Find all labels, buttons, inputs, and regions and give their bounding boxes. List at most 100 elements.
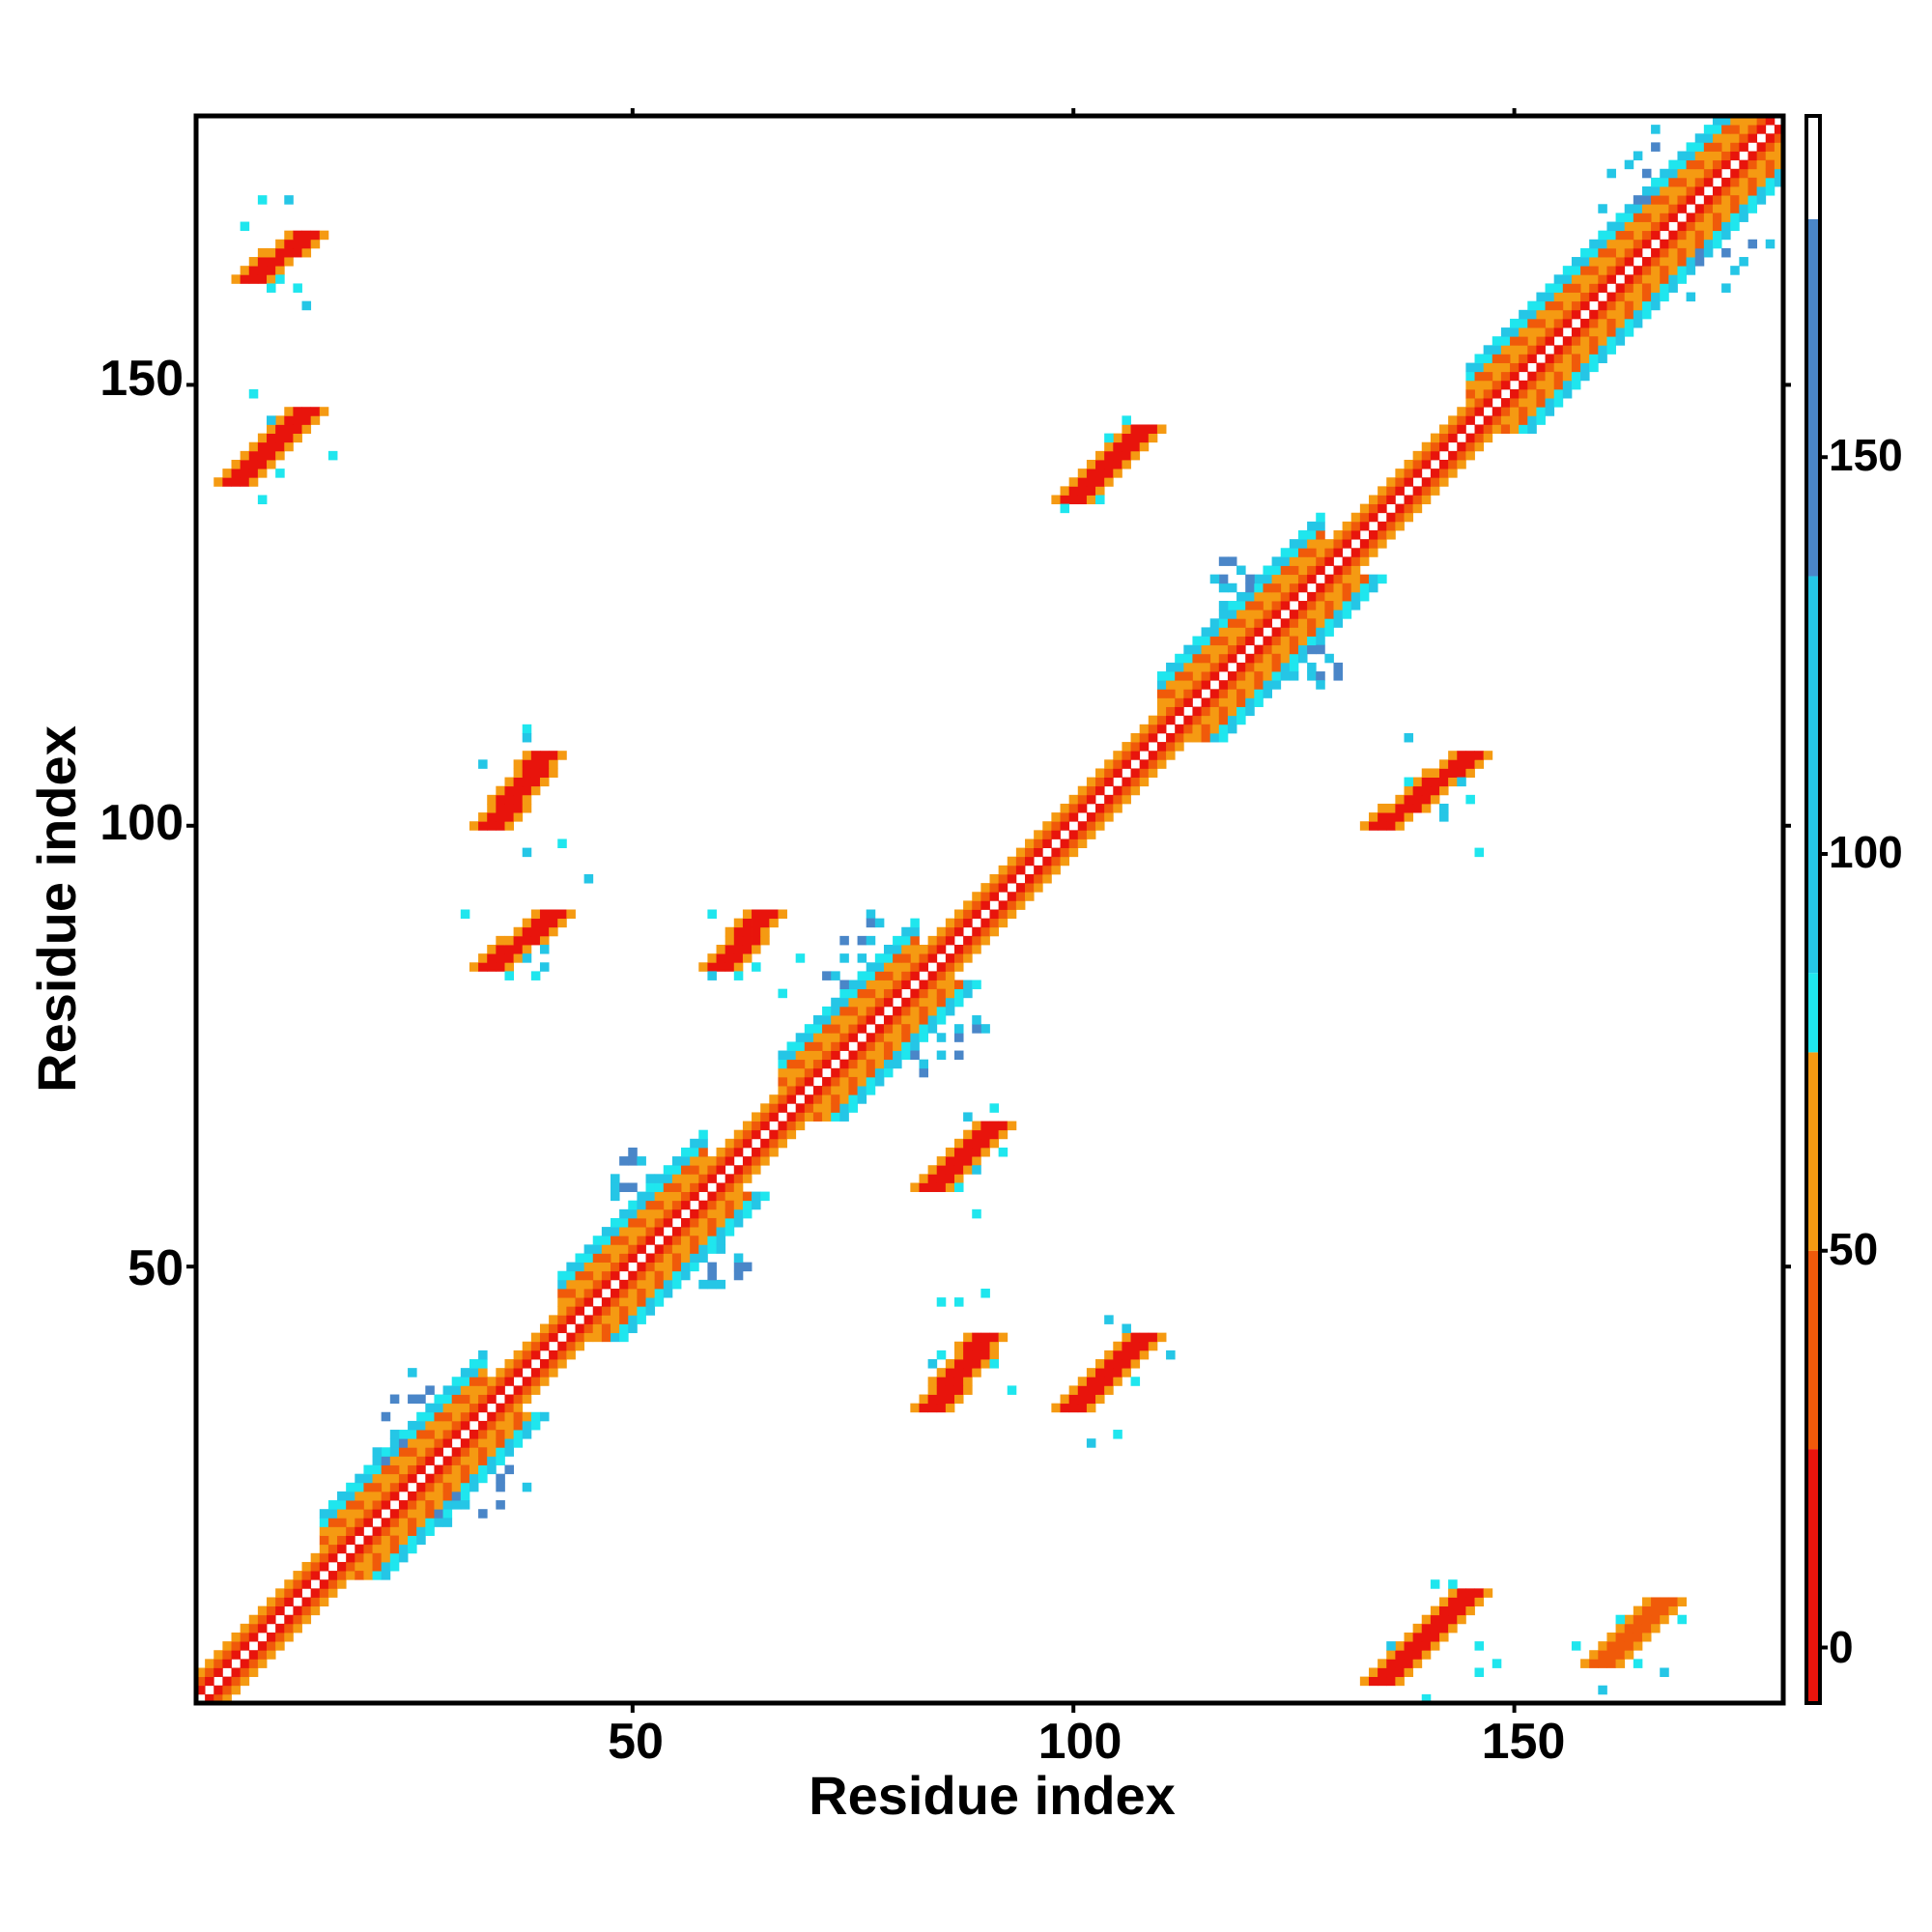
heatmap-cell [1465,1597,1475,1606]
heatmap-cell [848,1024,858,1034]
heatmap-cell [222,1693,232,1704]
heatmap-cell [1289,636,1299,646]
heatmap-cell [1545,292,1555,302]
heatmap-cell [760,1112,770,1122]
heatmap-cell [355,1544,364,1554]
heatmap-cell [1104,768,1114,778]
heatmap-cell [1721,204,1731,213]
heatmap-cell [319,1561,329,1572]
heatmap-cell [460,1368,470,1378]
heatmap-cell [1113,759,1122,769]
heatmap-cell [1245,591,1255,602]
heatmap-cell [1677,1597,1687,1606]
heatmap-cell [663,1288,673,1298]
heatmap-cell [936,1403,947,1413]
heatmap-cell [716,1182,726,1192]
heatmap-cell [874,962,885,972]
heatmap-cell [1553,380,1564,390]
heatmap-cell [1580,362,1590,373]
heatmap-cell [1492,354,1502,363]
heatmap-cell [1060,1403,1070,1413]
heatmap-cell [1007,865,1017,875]
heatmap-cell [1615,257,1626,267]
heatmap-cell [681,1156,691,1166]
heatmap-cell [1633,266,1643,275]
heatmap-cell [742,1200,753,1210]
heatmap-cell [1113,459,1122,469]
heatmap-cell [1350,512,1361,523]
heatmap-cell [1430,777,1440,787]
heatmap-cell [1218,715,1229,725]
heatmap-cell [222,1650,232,1660]
heatmap-cell [1430,1614,1440,1625]
heatmap-cell [671,1244,682,1254]
heatmap-cell [1774,151,1784,161]
heatmap-cell [1333,591,1344,602]
heatmap-cell [1606,345,1616,355]
heatmap-cell [742,1165,753,1175]
heatmap-cell [1395,477,1405,487]
heatmap-cell [893,953,902,963]
heatmap-cell [522,1359,532,1369]
heatmap-cell [1104,441,1114,452]
heatmap-cell [883,1050,894,1061]
heatmap-cell [1297,618,1308,628]
heatmap-cell [901,1050,911,1061]
heatmap-cell [257,257,268,267]
heatmap-cell [1378,821,1387,831]
heatmap-cell [372,1544,383,1554]
heatmap-cell [337,1518,347,1527]
heatmap-cell [1492,388,1502,399]
heatmap-cell [1686,213,1696,222]
heatmap-cell [240,1623,250,1634]
heatmap-cell [478,1456,488,1465]
heatmap-cell [372,1473,383,1484]
heatmap-cell [1183,680,1193,690]
heatmap-cell [945,1359,955,1369]
heatmap-cell [778,1050,787,1061]
heatmap-cell [1095,803,1105,813]
heatmap-cell [1201,662,1211,672]
heatmap-cell [1615,1641,1626,1651]
heatmap-cell [1359,503,1370,514]
heatmap-cell [724,1156,735,1166]
heatmap-cell [1068,847,1079,858]
heatmap-cell [451,1411,462,1422]
heatmap-cell [301,1597,312,1606]
heatmap-cell [1606,1641,1616,1651]
heatmap-cell [1218,662,1229,672]
heatmap-cell [1263,610,1272,619]
heatmap-cell [478,1420,488,1431]
heatmap-cell [883,962,894,972]
heatmap-cell [1227,715,1237,725]
heatmap-cell [1598,274,1607,284]
heatmap-cell [822,1103,832,1113]
heatmap-cell [980,1359,990,1369]
heatmap-cell [257,1659,268,1668]
heatmap-cell [257,433,268,443]
heatmap-cell [539,1359,550,1369]
heatmap-cell [953,1297,964,1307]
heatmap-cell [1378,539,1387,549]
heatmap-cell [1254,671,1264,681]
heatmap-cell [786,1094,797,1104]
heatmap-cell [945,1403,955,1413]
heatmap-cell [910,971,920,980]
heatmap-cell [1465,380,1475,390]
heatmap-cell [1633,230,1643,241]
heatmap-cell [1166,706,1176,717]
heatmap-cell [980,1138,990,1149]
heatmap-cell [592,1323,603,1334]
heatmap-cell [248,388,259,399]
heatmap-cell [451,1464,462,1475]
heatmap-cell [240,1659,250,1668]
heatmap-cell [1342,574,1352,584]
heatmap-cell [1598,257,1607,267]
heatmap-cell [257,266,268,275]
heatmap-cell [866,1033,876,1042]
heatmap-cell [1624,1641,1634,1651]
heatmap-cell [1739,159,1748,170]
heatmap-cell [1289,565,1299,576]
heatmap-cell [1386,477,1396,487]
heatmap-cell [496,1411,505,1422]
